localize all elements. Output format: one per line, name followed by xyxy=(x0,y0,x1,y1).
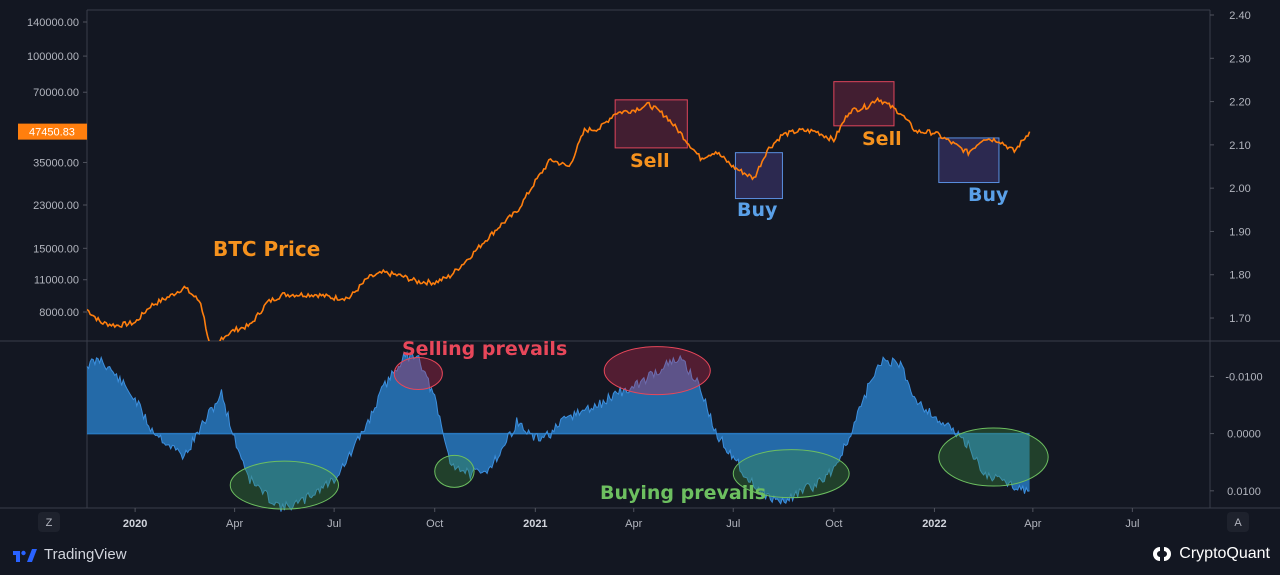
cryptoquant-icon xyxy=(1153,547,1172,561)
time-tick-label: Apr xyxy=(1024,518,1041,530)
svg-text:Z: Z xyxy=(46,517,53,529)
left-tick-label: 140000.00 xyxy=(27,17,79,29)
buying-prevails-label: Buying prevails xyxy=(600,482,766,504)
indicator-area xyxy=(87,352,1030,512)
right-tick-label: 2.00 xyxy=(1229,183,1250,195)
sell-label-1: Sell xyxy=(630,150,670,172)
indicator-axis[interactable]: -0.0100 0.0000 0.0100 xyxy=(1210,371,1263,498)
time-tick-label: Jul xyxy=(726,518,740,530)
time-tick-label: 2022 xyxy=(922,518,946,530)
time-tick-label: Oct xyxy=(426,518,443,530)
right-tick-label: 2.30 xyxy=(1229,53,1250,65)
left-tick-label: 70000.00 xyxy=(33,87,79,99)
left-tick-label: 23000.00 xyxy=(33,200,79,212)
sell-label-2: Sell xyxy=(862,128,902,150)
selling-prevails-ellipse-1 xyxy=(393,356,443,390)
time-axis[interactable]: 2020 Apr Jul Oct 2021 Apr Jul Oct 2022 Apr Jul xyxy=(123,508,1140,530)
buy-zone-box-2 xyxy=(734,152,783,200)
time-tick-label: Oct xyxy=(825,518,842,530)
time-tick-label: Apr xyxy=(226,518,243,530)
auto-scale-button[interactable]: A xyxy=(1227,512,1249,532)
time-tick-label: Jul xyxy=(1125,518,1139,530)
price-tag-label: 47450.83 xyxy=(29,127,75,139)
buy-zone-box-4 xyxy=(938,137,1000,184)
footer-bar: TradingView CryptoQuant xyxy=(0,538,1280,575)
left-tick-label: 8000.00 xyxy=(39,307,79,319)
left-tick-label: 100000.00 xyxy=(27,51,79,63)
right-tick-label: 1.70 xyxy=(1229,313,1250,325)
btc-chart[interactable]: 140000.00 100000.00 70000.00 35000.00 23000.… xyxy=(0,0,1280,538)
indicator-line xyxy=(86,350,1030,512)
cryptoquant-name: CryptoQuant xyxy=(1179,545,1270,562)
buying-prevails-ellipse-6 xyxy=(938,427,1049,487)
time-tick-label: 2021 xyxy=(523,518,547,530)
btc-price-line xyxy=(87,96,1031,341)
zoom-reset-button[interactable]: Z xyxy=(38,512,60,532)
left-tick-label: 15000.00 xyxy=(33,243,79,255)
price-tag: 47450.83 xyxy=(18,123,87,140)
indicator-pane xyxy=(86,350,1030,512)
chart-background xyxy=(0,0,1280,538)
buying-prevails-ellipse-4 xyxy=(434,454,475,488)
right-tick-label: 2.10 xyxy=(1229,140,1250,152)
time-tick-label: Jul xyxy=(327,518,341,530)
selling-prevails-ellipse-2 xyxy=(603,346,711,396)
time-tick-label: Apr xyxy=(625,518,642,530)
tradingview-name: TradingView xyxy=(44,546,127,563)
buying-prevails-ellipse-5 xyxy=(732,449,850,499)
price-pane xyxy=(87,96,1031,341)
right-log-axis[interactable]: 2.40 2.30 2.20 2.10 2.00 1.90 1.80 1.70 xyxy=(1210,10,1251,325)
buying-prevails-ellipse-3 xyxy=(229,460,339,510)
right-tick-label: 2.40 xyxy=(1229,10,1250,22)
left-tick-label: 11000.00 xyxy=(34,275,79,287)
selling-prevails-label: Selling prevails xyxy=(402,338,567,360)
indicator-tick-label: 0.0100 xyxy=(1227,486,1261,498)
right-tick-label: 1.80 xyxy=(1229,270,1250,282)
right-tick-label: 1.90 xyxy=(1229,226,1250,238)
svg-text:A: A xyxy=(1234,517,1242,529)
indicator-tick-label: -0.0100 xyxy=(1225,371,1262,383)
tradingview-icon xyxy=(13,548,37,562)
cryptoquant-logo[interactable]: CryptoQuant xyxy=(1151,545,1270,563)
right-tick-label: 2.20 xyxy=(1229,97,1250,109)
left-price-axis[interactable]: 140000.00 100000.00 70000.00 35000.00 23000.… xyxy=(27,17,87,319)
prevail-ellipses xyxy=(229,346,1049,510)
btc-price-label: BTC Price xyxy=(213,237,320,261)
indicator-tick-label: 0.0000 xyxy=(1227,429,1261,441)
left-tick-label: 35000.00 xyxy=(33,157,79,169)
price-tag-box xyxy=(18,123,87,140)
buy-label-1: Buy xyxy=(737,199,778,221)
buy-label-2: Buy xyxy=(968,184,1009,206)
time-tick-label: 2020 xyxy=(123,518,147,530)
tradingview-logo[interactable]: TradingView xyxy=(12,546,127,563)
